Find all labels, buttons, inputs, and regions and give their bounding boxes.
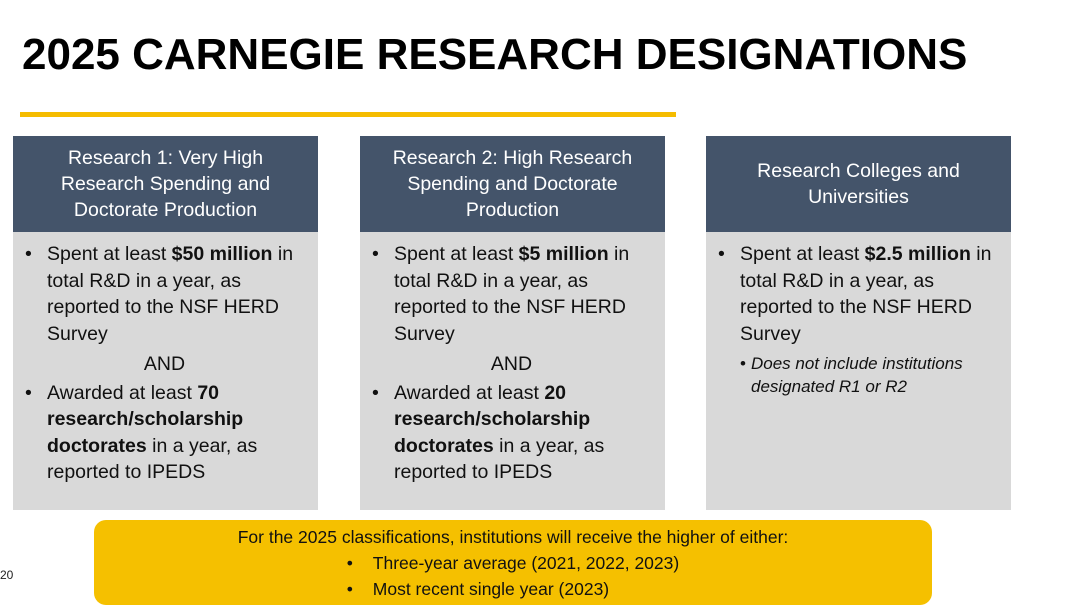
header-line: Research 2: High Research <box>392 147 633 169</box>
page-number: 20 <box>0 568 14 582</box>
doctorate-bullet: • Awarded at least 70 research/scholarsh… <box>25 381 258 484</box>
column-research-colleges: Research Colleges and Universities • Spe… <box>706 136 1011 510</box>
column-header: Research Colleges and Universities <box>706 136 1011 232</box>
bullet-dot: • <box>372 243 379 265</box>
doctorate-count: 70 <box>197 381 220 404</box>
title-underline <box>20 112 676 117</box>
bullet-dot: • <box>718 243 725 265</box>
bullet-dot: • <box>25 243 32 265</box>
bullet-dot: • <box>25 381 32 404</box>
column-header: Research 2: High Research Spending and D… <box>360 136 665 232</box>
note-item: • Most recent single year (2023) <box>347 576 679 602</box>
note-intro: For the 2025 classifications, institutio… <box>237 527 789 547</box>
header-line: Research 1: Very High <box>67 147 264 169</box>
doctorate-count: 20 <box>544 381 567 404</box>
column-r2: Research 2: High Research Spending and D… <box>360 136 665 510</box>
column-header: Research 1: Very High Research Spending … <box>13 136 318 232</box>
exclusion-sub-bullet: • Does not include institutions designat… <box>740 354 963 396</box>
spending-bullet: • Spent at least $50 million in total R&… <box>25 243 294 345</box>
header-line: Universities <box>808 186 909 208</box>
bullet-dot: • <box>346 553 353 573</box>
header-line: Spending and Doctorate <box>407 173 618 195</box>
header-line: Doctorate Production <box>73 199 258 221</box>
column-body: • Spent at least $2.5 million in total R… <box>706 232 1011 398</box>
bullet-dot: • <box>372 381 379 404</box>
and-label: AND <box>490 353 533 375</box>
header-line: Production <box>465 199 560 221</box>
header-line: Research Colleges and <box>757 160 960 182</box>
and-label: AND <box>143 353 186 375</box>
spending-bullet: • Spent at least $5 million in total R&D… <box>372 243 630 345</box>
column-r1: Research 1: Very High Research Spending … <box>13 136 318 510</box>
spending-amount: $2.5 million <box>864 243 971 265</box>
doctorate-bullet: • Awarded at least 20 research/scholarsh… <box>372 381 605 484</box>
bullet-dot: • <box>346 579 353 599</box>
header-line: Research Spending and <box>60 173 271 195</box>
doctorate-type: research/scholarship doctorates <box>47 408 244 457</box>
spending-bullet: • Spent at least $2.5 million in total R… <box>718 243 992 345</box>
spending-amount: $50 million <box>171 243 273 265</box>
slide-title: 2025 CARNEGIE RESEARCH DESIGNATIONS <box>22 30 968 79</box>
note-list: • Three-year average (2021, 2022, 2023) •… <box>94 550 932 602</box>
column-body: • Spent at least $5 million in total R&D… <box>360 232 665 486</box>
averaging-note: For the 2025 classifications, institutio… <box>94 520 932 605</box>
note-item: • Three-year average (2021, 2022, 2023) <box>347 550 679 576</box>
spending-amount: $5 million <box>518 243 609 265</box>
bullet-dot: • <box>740 354 746 373</box>
doctorate-type: research/scholarship doctorates <box>394 408 591 457</box>
column-body: • Spent at least $50 million in total R&… <box>13 232 318 486</box>
